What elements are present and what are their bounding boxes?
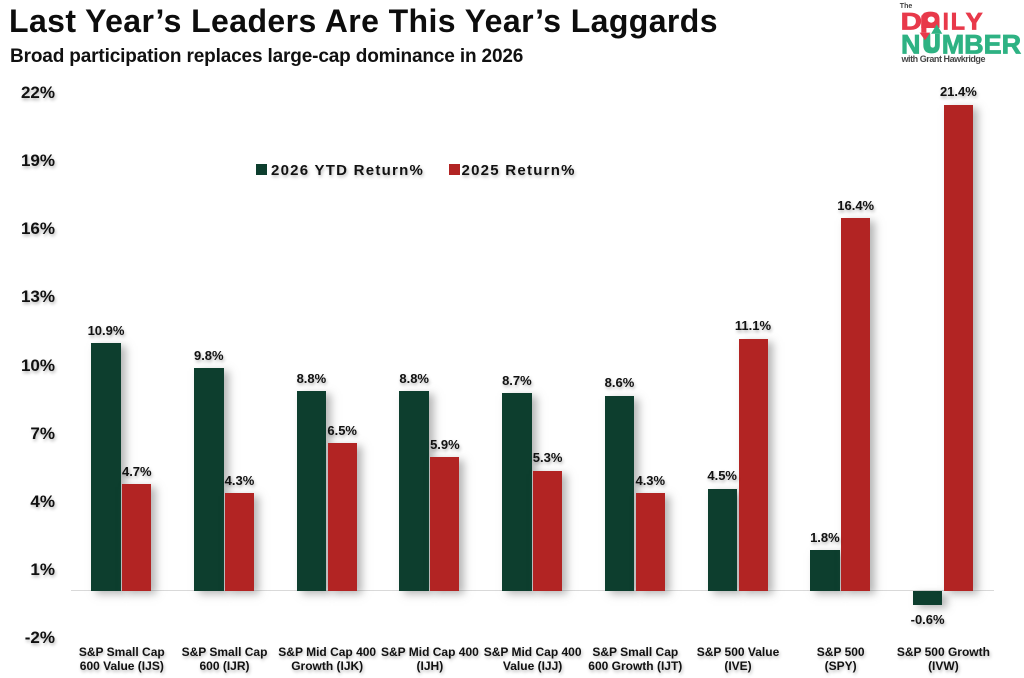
svg-text:The: The	[900, 3, 913, 10]
svg-text:MBER: MBER	[942, 29, 1022, 59]
svg-text:L: L	[951, 8, 965, 35]
svg-text:Y: Y	[966, 8, 983, 35]
svg-text:with Grant Hawkridge: with Grant Hawkridge	[901, 54, 986, 64]
svg-text:D: D	[901, 8, 922, 35]
svg-text:I: I	[943, 8, 949, 35]
svg-text:N: N	[901, 29, 921, 59]
